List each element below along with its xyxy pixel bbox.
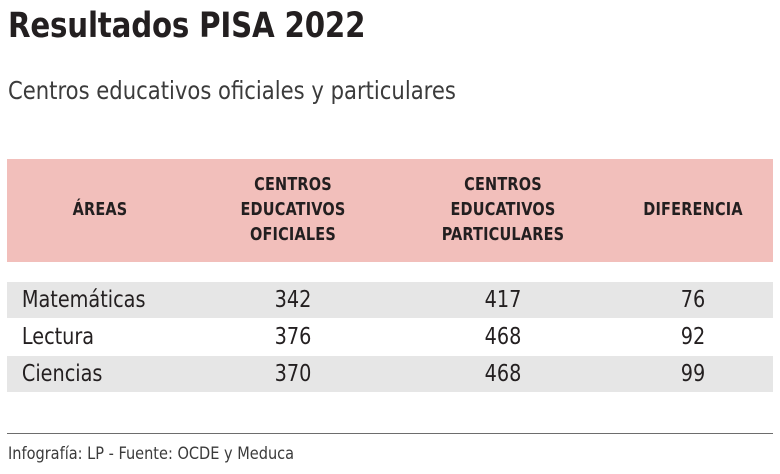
page-subtitle: Centros educativos oficiales y particula… (8, 76, 456, 105)
cell-area: Ciencias (21, 361, 103, 387)
cell-diferencia: 92 (680, 324, 706, 350)
table-body: Matemáticas 342 417 76 Lectura 376 468 9… (7, 282, 773, 392)
cell-particulares: 468 (484, 361, 522, 387)
table-header-row: ÁREAS CENTROS EDUCATIVOS OFICIALES CENTR… (7, 159, 773, 262)
cell-particulares: 417 (484, 287, 522, 313)
cell-diferencia: 99 (680, 361, 706, 387)
cell-oficiales: 370 (274, 361, 312, 387)
cell-area: Matemáticas (21, 287, 146, 313)
column-header-centros-oficiales: CENTROS EDUCATIVOS OFICIALES (240, 175, 346, 245)
table-row: Matemáticas 342 417 76 (7, 282, 773, 318)
column-header-diferencia: DIFERENCIA (643, 200, 743, 220)
footer-credit: Infografía: LP - Fuente: OCDE y Meduca (8, 444, 295, 464)
page-title: Resultados PISA 2022 (8, 6, 366, 46)
table-row: Lectura 376 468 92 (7, 319, 773, 355)
cell-oficiales: 342 (274, 287, 312, 313)
cell-oficiales: 376 (274, 324, 312, 350)
column-header-centros-particulares: CENTROS EDUCATIVOS PARTICULARES (441, 175, 565, 245)
cell-area: Lectura (21, 324, 95, 350)
table-row: Ciencias 370 468 99 (7, 356, 773, 392)
footer-divider (7, 433, 773, 434)
results-table: ÁREAS CENTROS EDUCATIVOS OFICIALES CENTR… (7, 159, 773, 392)
column-header-areas: ÁREAS (72, 200, 128, 220)
cell-particulares: 468 (484, 324, 522, 350)
cell-diferencia: 76 (680, 287, 706, 313)
